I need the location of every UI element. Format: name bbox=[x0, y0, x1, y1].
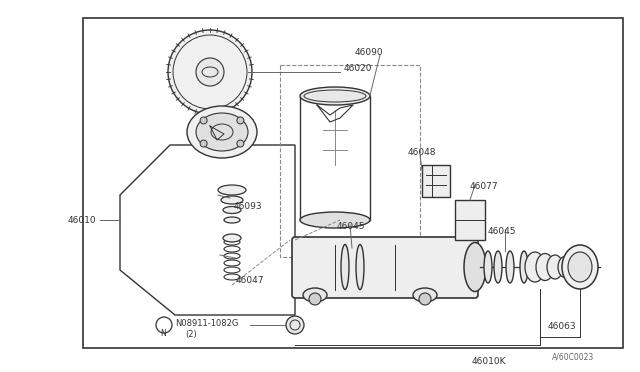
Circle shape bbox=[168, 30, 252, 114]
Ellipse shape bbox=[300, 212, 370, 228]
Circle shape bbox=[237, 117, 244, 124]
Ellipse shape bbox=[341, 244, 349, 289]
Bar bbox=[455, 200, 485, 240]
Circle shape bbox=[200, 140, 207, 147]
Ellipse shape bbox=[218, 185, 246, 195]
Circle shape bbox=[237, 140, 244, 147]
Text: 46020: 46020 bbox=[344, 64, 372, 73]
Text: 46045: 46045 bbox=[488, 227, 516, 236]
Bar bbox=[422, 165, 450, 197]
Ellipse shape bbox=[300, 87, 370, 105]
Ellipse shape bbox=[558, 257, 572, 278]
Circle shape bbox=[196, 58, 224, 86]
Ellipse shape bbox=[520, 251, 528, 283]
Circle shape bbox=[286, 316, 304, 334]
Text: 46063: 46063 bbox=[548, 322, 577, 331]
Ellipse shape bbox=[484, 251, 492, 283]
Ellipse shape bbox=[568, 252, 592, 282]
Ellipse shape bbox=[223, 234, 241, 242]
Text: A/60C0023: A/60C0023 bbox=[552, 353, 595, 362]
Circle shape bbox=[309, 293, 321, 305]
Bar bbox=[280, 65, 420, 257]
Ellipse shape bbox=[547, 255, 563, 279]
Text: 46047: 46047 bbox=[236, 276, 264, 285]
Text: (2): (2) bbox=[185, 330, 196, 339]
Text: N: N bbox=[161, 330, 166, 339]
FancyBboxPatch shape bbox=[292, 237, 478, 298]
Text: 46048: 46048 bbox=[408, 148, 436, 157]
Text: N08911-1082G: N08911-1082G bbox=[175, 319, 238, 328]
Ellipse shape bbox=[506, 251, 514, 283]
Ellipse shape bbox=[536, 253, 554, 280]
Ellipse shape bbox=[413, 288, 437, 302]
Ellipse shape bbox=[303, 288, 327, 302]
Bar bbox=[83, 18, 623, 348]
Ellipse shape bbox=[494, 251, 502, 283]
Ellipse shape bbox=[196, 113, 248, 151]
Ellipse shape bbox=[569, 258, 581, 276]
Text: 46093: 46093 bbox=[234, 202, 262, 211]
Ellipse shape bbox=[187, 106, 257, 158]
Ellipse shape bbox=[356, 244, 364, 289]
Text: 46010: 46010 bbox=[68, 216, 97, 225]
Text: 46090: 46090 bbox=[355, 48, 383, 57]
Ellipse shape bbox=[464, 243, 486, 292]
Text: 46045: 46045 bbox=[337, 222, 365, 231]
Circle shape bbox=[419, 293, 431, 305]
Text: 46077: 46077 bbox=[470, 182, 499, 191]
Circle shape bbox=[200, 117, 207, 124]
Ellipse shape bbox=[562, 245, 598, 289]
Ellipse shape bbox=[525, 252, 545, 282]
Text: 46010K: 46010K bbox=[472, 357, 506, 366]
Ellipse shape bbox=[223, 206, 241, 214]
Ellipse shape bbox=[221, 196, 243, 204]
Ellipse shape bbox=[224, 217, 240, 223]
